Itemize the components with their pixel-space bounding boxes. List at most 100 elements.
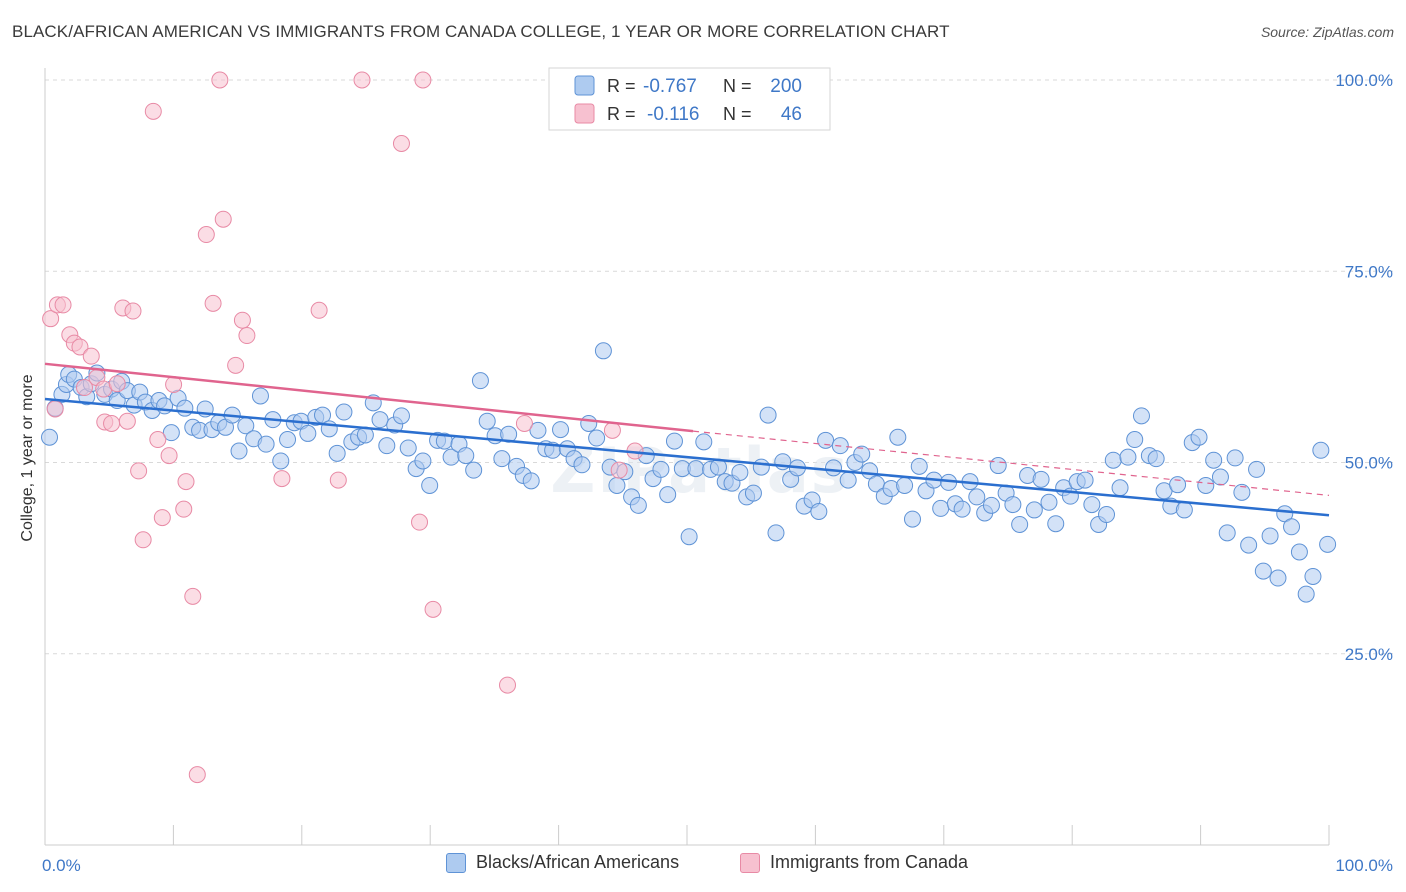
blacks-point: [1211, 468, 1229, 486]
blacks-point: [378, 437, 396, 455]
blacks-point: [968, 488, 986, 506]
canada-point: [610, 461, 628, 479]
legend-r-label-pink: R =: [607, 104, 636, 124]
tick-labels: 100.0% 75.0% 50.0% 25.0% 0.0% 100.0%: [42, 71, 1393, 875]
canada-point: [211, 71, 229, 89]
blacks-point: [522, 472, 540, 490]
chart-title: BLACK/AFRICAN AMERICAN VS IMMIGRANTS FRO…: [12, 22, 950, 41]
blacks-point: [953, 500, 971, 518]
canada-point: [134, 531, 152, 549]
canada-point: [273, 470, 291, 488]
canada-point: [227, 356, 245, 374]
blacks-point: [744, 484, 762, 502]
legend-r-value-pink: -0.116: [647, 104, 699, 125]
canada-point: [238, 327, 256, 345]
blacks-point: [889, 428, 907, 446]
blacks-point: [414, 452, 432, 470]
blacks-point: [257, 435, 275, 453]
blacks-point: [659, 486, 677, 504]
canada-point: [46, 400, 64, 418]
blacks-point: [853, 445, 871, 463]
legend-r-label-blue: R =: [607, 76, 636, 96]
canada-point: [144, 102, 162, 120]
canada-point: [197, 226, 215, 244]
blacks-point: [680, 528, 698, 546]
chart-source: Source: ZipAtlas.com: [1260, 24, 1394, 40]
canada-point: [103, 414, 121, 432]
blacks-point: [817, 431, 835, 449]
y-tick-label: 100.0%: [1335, 71, 1393, 90]
blacks-point: [1047, 515, 1065, 533]
blacks-point: [1098, 506, 1116, 524]
blacks-point: [1004, 496, 1022, 514]
blacks-point: [279, 431, 297, 449]
blacks-point: [1147, 450, 1165, 468]
blacks-point: [1205, 451, 1223, 469]
blacks-point: [465, 461, 483, 479]
legend-box: [548, 67, 831, 131]
blacks-point: [903, 510, 921, 528]
blacks-point: [1248, 460, 1266, 478]
canada-point: [118, 412, 136, 430]
legend-label-blacks: Blacks/African Americans: [476, 852, 680, 872]
blacks-point: [552, 421, 570, 439]
canada-point: [149, 431, 167, 449]
blacks-point: [767, 524, 785, 542]
canada-point: [124, 302, 142, 320]
blacks-point: [1169, 476, 1187, 494]
blacks-point: [1076, 471, 1094, 489]
canada-point: [603, 421, 621, 439]
blacks-point: [594, 342, 612, 360]
blacks-point: [759, 406, 777, 424]
trend-line-blacks: [44, 397, 1330, 517]
blacks-point: [299, 424, 317, 442]
blacks-point: [1304, 567, 1322, 585]
blacks-point: [989, 457, 1007, 475]
correlation-legend: R = -0.767 N = 200 R = -0.116 N = 46: [548, 67, 831, 131]
canada-point: [214, 210, 232, 228]
canada-point: [153, 509, 171, 527]
canada-point: [184, 587, 202, 605]
legend-label-canada: Immigrants from Canada: [770, 852, 969, 872]
canada-point: [414, 71, 432, 89]
x-tick-label-max: 100.0%: [1335, 856, 1393, 875]
legend-n-label-blue: N =: [723, 76, 752, 96]
x-axis: [44, 68, 1330, 846]
blacks-point: [162, 424, 180, 442]
blacks-point: [1218, 524, 1236, 542]
blacks-point: [910, 457, 928, 475]
legend-item-blacks: Blacks/African Americans: [446, 852, 679, 873]
canada-point: [130, 462, 148, 480]
legend-swatch-canada: [740, 852, 760, 873]
blacks-point: [573, 456, 591, 474]
canada-point: [392, 134, 410, 152]
blacks-point: [1011, 515, 1029, 533]
blacks-point: [1312, 441, 1330, 459]
data-points: [41, 71, 1337, 784]
canada-point: [310, 301, 328, 319]
blacks-point: [529, 421, 547, 439]
blacks-point: [1297, 585, 1315, 603]
blacks-point: [335, 403, 353, 421]
blacks-point: [1104, 451, 1122, 469]
blacks-point: [392, 407, 410, 425]
blacks-point: [695, 433, 713, 451]
blacks-point: [1226, 449, 1244, 467]
blacks-point: [1254, 562, 1272, 580]
canada-point: [75, 379, 93, 397]
blacks-point: [1319, 535, 1337, 553]
blacks-point: [1040, 493, 1058, 511]
legend-item-canada: Immigrants from Canada: [740, 852, 968, 873]
y-tick-label: 25.0%: [1345, 645, 1393, 664]
legend-n-value-blue: 200: [770, 76, 802, 97]
blacks-point: [1290, 543, 1308, 561]
canada-point: [233, 311, 251, 329]
blacks-point: [1261, 527, 1279, 545]
blacks-point: [629, 496, 647, 514]
blacks-point: [982, 496, 1000, 514]
legend-n-label-pink: N =: [723, 104, 752, 124]
legend-swatch-blacks: [446, 852, 466, 873]
canada-point: [204, 294, 222, 312]
blacks-point: [1240, 536, 1258, 554]
blacks-point: [176, 399, 194, 417]
